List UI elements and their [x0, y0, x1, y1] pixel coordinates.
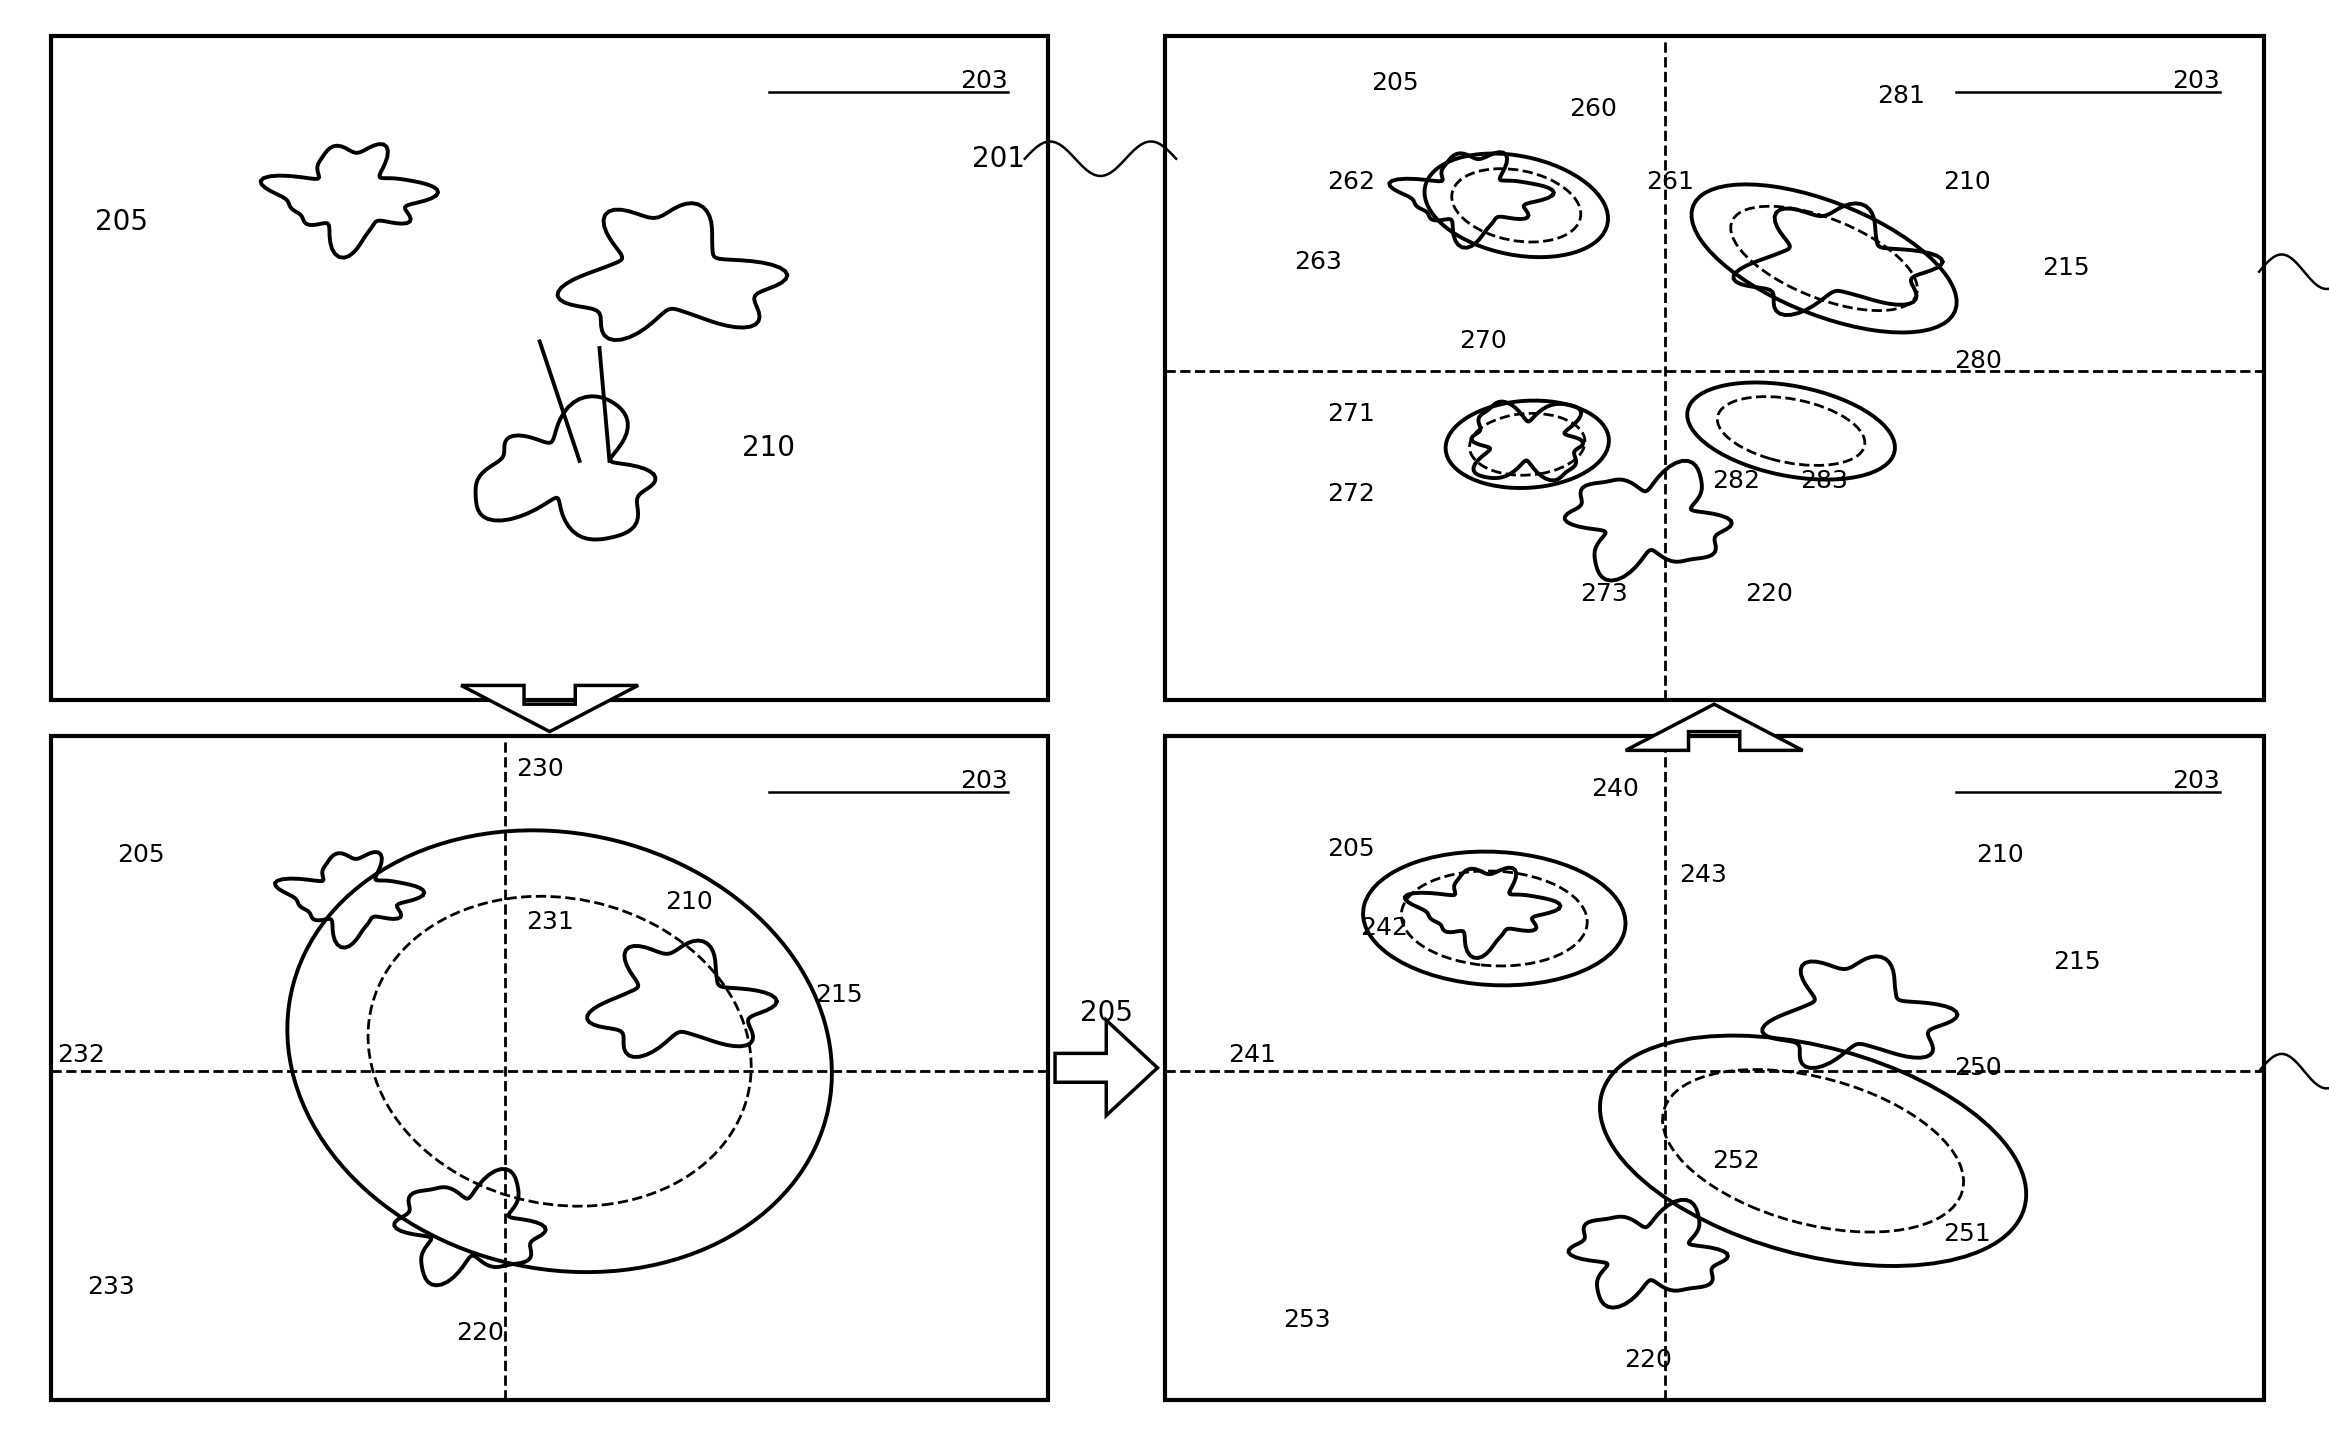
Text: 233: 233 [86, 1274, 135, 1299]
Text: 282: 282 [1712, 469, 1761, 494]
Text: 203: 203 [2173, 769, 2220, 794]
Polygon shape [1626, 704, 1803, 750]
Text: 210: 210 [743, 433, 797, 462]
Text: 253: 253 [1283, 1307, 1332, 1332]
Text: 260: 260 [1570, 97, 1616, 121]
Text: 250: 250 [1954, 1056, 2003, 1079]
Text: 270: 270 [1460, 329, 1507, 354]
Text: 215: 215 [2054, 949, 2101, 974]
Bar [1164, 736, 2264, 1400]
Bar [1164, 36, 2264, 700]
Text: 251: 251 [1942, 1222, 1991, 1245]
Text: 262: 262 [1328, 170, 1376, 195]
Bar [51, 736, 1048, 1400]
Text: 242: 242 [1360, 916, 1409, 941]
Text: 215: 215 [815, 983, 862, 1007]
Text: 205: 205 [95, 208, 147, 237]
Text: 261: 261 [1647, 170, 1693, 195]
Bar [51, 36, 1048, 700]
Text: 205: 205 [1372, 71, 1418, 95]
Text: 241: 241 [1227, 1042, 1276, 1066]
Text: 215: 215 [2043, 257, 2089, 280]
Text: 272: 272 [1328, 482, 1376, 506]
Text: 205: 205 [1081, 999, 1132, 1027]
Polygon shape [1055, 1020, 1158, 1115]
Text: 230: 230 [515, 758, 564, 781]
Text: 203: 203 [960, 769, 1008, 794]
Text: 283: 283 [1800, 469, 1847, 494]
Text: 203: 203 [2173, 69, 2220, 94]
Text: 243: 243 [1679, 863, 1728, 887]
Text: 220: 220 [456, 1322, 503, 1345]
Text: 210: 210 [1975, 843, 2024, 867]
Text: 240: 240 [1591, 776, 1640, 801]
Text: 210: 210 [666, 890, 713, 913]
Text: 210: 210 [1942, 170, 1991, 195]
Text: 252: 252 [1712, 1149, 1761, 1173]
Text: 220: 220 [1744, 582, 1793, 606]
Text: 232: 232 [58, 1042, 105, 1066]
Polygon shape [461, 685, 638, 732]
Text: 231: 231 [526, 909, 573, 934]
Text: 201: 201 [971, 144, 1025, 173]
Text: 263: 263 [1295, 250, 1342, 274]
Text: 273: 273 [1581, 582, 1628, 606]
Text: 281: 281 [1877, 84, 1926, 108]
Text: 203: 203 [960, 69, 1008, 94]
Text: 280: 280 [1954, 349, 2003, 374]
Text: 205: 205 [1328, 837, 1374, 861]
Text: 220: 220 [1623, 1348, 1672, 1372]
Text: 271: 271 [1328, 403, 1374, 427]
Text: 205: 205 [116, 843, 165, 867]
